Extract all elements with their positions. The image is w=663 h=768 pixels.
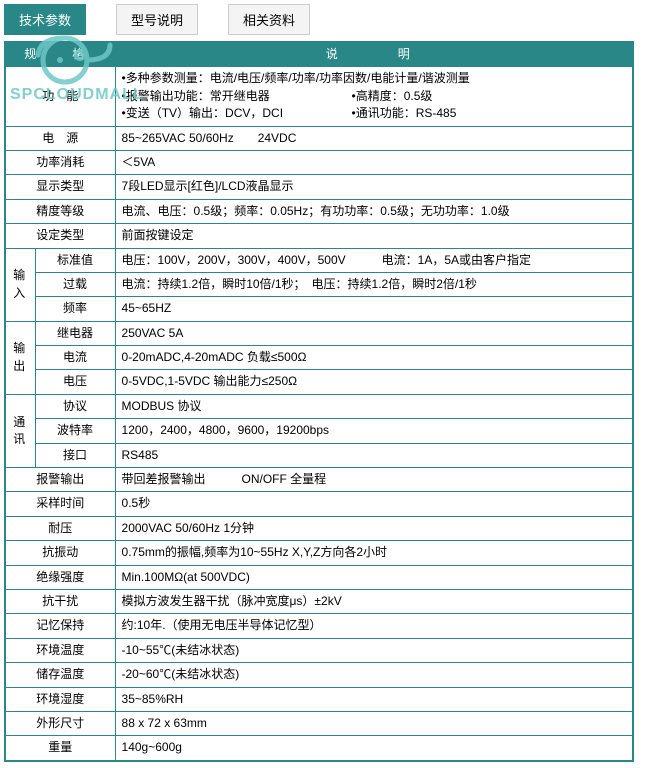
row-label: 频率 bbox=[35, 297, 115, 321]
row-label: 外形尺寸 bbox=[5, 711, 115, 735]
group-label-input: 输入 bbox=[5, 248, 35, 321]
func-line: •变送（TV）输出：DCV，DCI•通讯功能：RS-485 bbox=[122, 105, 626, 122]
table-row: 接口RS485 bbox=[5, 443, 633, 467]
row-value: 电流、电压：0.5级；频率：0.05Hz；有功功率：0.5级；无功功率：1.0级 bbox=[115, 199, 633, 223]
table-row: 采样时间0.5秒 bbox=[5, 492, 633, 516]
row-label: 功率消耗 bbox=[5, 150, 115, 174]
header-desc: 说 明 bbox=[115, 42, 633, 67]
row-value: 0.75mm的振幅,频率为10~55Hz X,Y,Z方向各2小时 bbox=[115, 541, 633, 565]
table-row: 输入 标准值 电压：100V，200V，300V，400V，500V 电流：1A… bbox=[5, 248, 633, 272]
row-value: -10~55℃(未结冰状态) bbox=[115, 638, 633, 662]
row-value: 45~65HZ bbox=[115, 297, 633, 321]
table-row: 精度等级电流、电压：0.5级；频率：0.05Hz；有功功率：0.5级；无功功率：… bbox=[5, 199, 633, 223]
row-value: 250VAC 5A bbox=[115, 321, 633, 345]
row-label: 设定类型 bbox=[5, 224, 115, 248]
tab-bar: 技术参数 型号说明 相关资料 bbox=[0, 0, 663, 35]
row-label: 绝缘强度 bbox=[5, 565, 115, 589]
row-label: 显示类型 bbox=[5, 175, 115, 199]
group-label-output: 输出 bbox=[5, 321, 35, 394]
row-value: 带回差报警输出 ON/OFF 全量程 bbox=[115, 468, 633, 492]
spec-table: 规 格 说 明 功 能 •多种参数测量：电流/电压/频率/功率/功率因数/电能计… bbox=[4, 41, 634, 762]
table-row: 绝缘强度Min.100MΩ(at 500VDC) bbox=[5, 565, 633, 589]
header-spec: 规 格 bbox=[5, 42, 115, 67]
table-row: 耐压2000VAC 50/60Hz 1分钟 bbox=[5, 516, 633, 540]
row-value: Min.100MΩ(at 500VDC) bbox=[115, 565, 633, 589]
row-label: 标准值 bbox=[35, 248, 115, 272]
table-row: 外形尺寸88 x 72 x 63mm bbox=[5, 711, 633, 735]
table-row: 重量140g~600g bbox=[5, 736, 633, 761]
table-row: 环境温度-10~55℃(未结冰状态) bbox=[5, 638, 633, 662]
table-header-row: 规 格 说 明 bbox=[5, 42, 633, 67]
row-value: 35~85%RH bbox=[115, 687, 633, 711]
row-label: 耐压 bbox=[5, 516, 115, 540]
row-label: 过载 bbox=[35, 272, 115, 296]
row-value: ＜5VA bbox=[115, 150, 633, 174]
value-function: •多种参数测量：电流/电压/频率/功率/功率因数/电能计量/谐波测量 •报警输出… bbox=[115, 67, 633, 126]
row-value: 0-5VDC,1-5VDC 输出能力≤250Ω bbox=[115, 370, 633, 394]
row-value: MODBUS 协议 bbox=[115, 394, 633, 418]
tab-tech-params[interactable]: 技术参数 bbox=[4, 4, 86, 35]
row-label: 环境温度 bbox=[5, 638, 115, 662]
row-label: 电压 bbox=[35, 370, 115, 394]
row-value: 7段LED显示[红色]/LCD液晶显示 bbox=[115, 175, 633, 199]
row-value: 0-20mADC,4-20mADC 负载≤500Ω bbox=[115, 346, 633, 370]
label-function: 功 能 bbox=[5, 67, 115, 126]
row-value: 85~265VAC 50/60Hz 24VDC bbox=[115, 126, 633, 150]
row-label: 电 源 bbox=[5, 126, 115, 150]
table-row: 环境湿度35~85%RH bbox=[5, 687, 633, 711]
row-value: 140g~600g bbox=[115, 736, 633, 761]
row-label: 接口 bbox=[35, 443, 115, 467]
row-label: 精度等级 bbox=[5, 199, 115, 223]
table-row: 频率45~65HZ bbox=[5, 297, 633, 321]
table-row: 波特率1200，2400，4800，9600，19200bps bbox=[5, 419, 633, 443]
table-row: 储存温度-20~60℃(未结冰状态) bbox=[5, 663, 633, 687]
table-row: 输出 继电器 250VAC 5A bbox=[5, 321, 633, 345]
row-label: 波特率 bbox=[35, 419, 115, 443]
table-row: 通讯 协议 MODBUS 协议 bbox=[5, 394, 633, 418]
row-value: 0.5秒 bbox=[115, 492, 633, 516]
row-value: 模拟方波发生器干扰（脉冲宽度μs）±2kV bbox=[115, 589, 633, 613]
table-row: 记忆保持约:10年.（使用无电压半导体记忆型） bbox=[5, 614, 633, 638]
func-line: •多种参数测量：电流/电压/频率/功率/功率因数/电能计量/谐波测量 bbox=[122, 70, 626, 87]
row-value: 88 x 72 x 63mm bbox=[115, 711, 633, 735]
table-row: 电压0-5VDC,1-5VDC 输出能力≤250Ω bbox=[5, 370, 633, 394]
row-value: 前面按键设定 bbox=[115, 224, 633, 248]
row-label: 电流 bbox=[35, 346, 115, 370]
row-function: 功 能 •多种参数测量：电流/电压/频率/功率/功率因数/电能计量/谐波测量 •… bbox=[5, 67, 633, 126]
table-row: 设定类型前面按键设定 bbox=[5, 224, 633, 248]
group-label-comm: 通讯 bbox=[5, 394, 35, 467]
table-row: 过载电流：持续1.2倍，瞬时10倍/1秒； 电压：持续1.2倍，瞬时2倍/1秒 bbox=[5, 272, 633, 296]
row-value: RS485 bbox=[115, 443, 633, 467]
row-value: 电流：持续1.2倍，瞬时10倍/1秒； 电压：持续1.2倍，瞬时2倍/1秒 bbox=[115, 272, 633, 296]
row-label: 储存温度 bbox=[5, 663, 115, 687]
row-value: 1200，2400，4800，9600，19200bps bbox=[115, 419, 633, 443]
table-row: 电流0-20mADC,4-20mADC 负载≤500Ω bbox=[5, 346, 633, 370]
row-value: -20~60℃(未结冰状态) bbox=[115, 663, 633, 687]
tab-model-desc[interactable]: 型号说明 bbox=[116, 4, 198, 35]
row-label: 抗干扰 bbox=[5, 589, 115, 613]
row-label: 报警输出 bbox=[5, 468, 115, 492]
row-label: 抗振动 bbox=[5, 541, 115, 565]
table-row: 抗振动0.75mm的振幅,频率为10~55Hz X,Y,Z方向各2小时 bbox=[5, 541, 633, 565]
row-label: 记忆保持 bbox=[5, 614, 115, 638]
row-label: 继电器 bbox=[35, 321, 115, 345]
row-label: 环境湿度 bbox=[5, 687, 115, 711]
table-row: 电 源85~265VAC 50/60Hz 24VDC bbox=[5, 126, 633, 150]
table-row: 报警输出带回差报警输出 ON/OFF 全量程 bbox=[5, 468, 633, 492]
row-value: 约:10年.（使用无电压半导体记忆型） bbox=[115, 614, 633, 638]
row-value: 电压：100V，200V，300V，400V，500V 电流：1A，5A或由客户… bbox=[115, 248, 633, 272]
row-label: 协议 bbox=[35, 394, 115, 418]
func-line: •报警输出功能：常开继电器•高精度：0.5级 bbox=[122, 88, 626, 105]
row-label: 重量 bbox=[5, 736, 115, 761]
table-row: 抗干扰模拟方波发生器干扰（脉冲宽度μs）±2kV bbox=[5, 589, 633, 613]
table-row: 显示类型7段LED显示[红色]/LCD液晶显示 bbox=[5, 175, 633, 199]
table-row: 功率消耗＜5VA bbox=[5, 150, 633, 174]
tab-related-docs[interactable]: 相关资料 bbox=[228, 4, 310, 35]
row-label: 采样时间 bbox=[5, 492, 115, 516]
row-value: 2000VAC 50/60Hz 1分钟 bbox=[115, 516, 633, 540]
